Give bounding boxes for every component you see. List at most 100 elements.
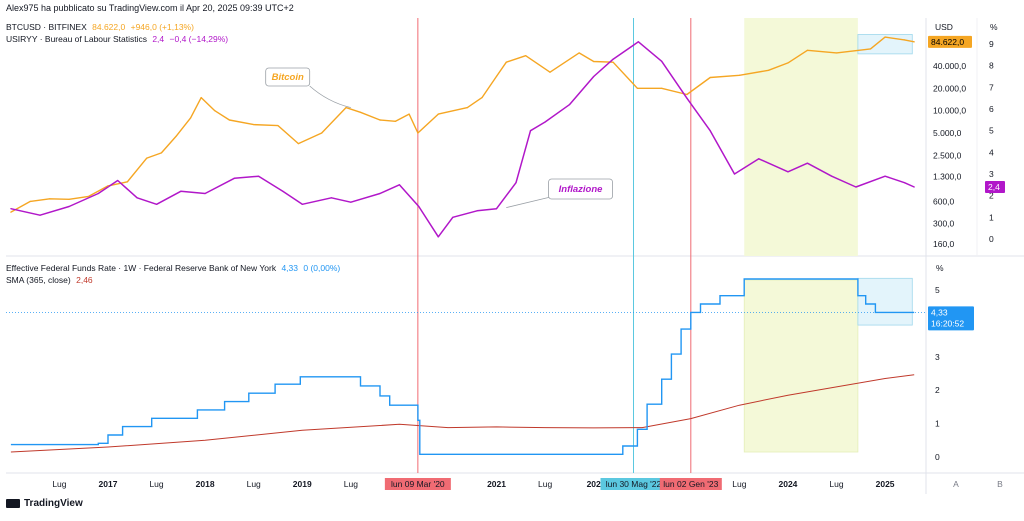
btc-point bbox=[738, 74, 740, 76]
btc-y-tick: 5.000,0 bbox=[933, 128, 962, 138]
cpi-y-tick: 7 bbox=[989, 82, 994, 92]
cpi-point bbox=[204, 192, 206, 195]
time-axis-label: Lug bbox=[732, 479, 746, 489]
sma-series-line bbox=[10, 374, 915, 453]
cpi-point bbox=[39, 214, 41, 216]
btc-point bbox=[107, 185, 109, 187]
cpi-point bbox=[233, 177, 235, 179]
btc-point bbox=[612, 61, 614, 63]
time-axis-label: Lug bbox=[52, 479, 66, 489]
cpi-point bbox=[68, 205, 70, 208]
cpi-point bbox=[612, 58, 614, 60]
cpi-y-tick: 0 bbox=[989, 234, 994, 244]
btc-point bbox=[175, 135, 177, 138]
btc-point bbox=[321, 132, 323, 134]
btc-point bbox=[869, 48, 872, 50]
legend-ffr-last: 4,33 bbox=[281, 263, 298, 273]
btc-point bbox=[146, 157, 148, 159]
btc-point bbox=[408, 113, 410, 115]
btc-point bbox=[200, 97, 202, 99]
cpi-point bbox=[301, 203, 303, 205]
btc-point bbox=[228, 119, 231, 121]
cpi-point bbox=[806, 162, 808, 164]
btc-point bbox=[126, 181, 129, 183]
btc-y-tick: 600,0 bbox=[933, 196, 955, 206]
tradingview-logo[interactable]: TradingView bbox=[6, 498, 83, 509]
ffr-y-tick: 3 bbox=[935, 352, 940, 362]
btc-y-tick: 300,0 bbox=[933, 219, 955, 229]
cpi-point bbox=[637, 41, 639, 43]
cpi-point bbox=[515, 182, 517, 184]
cpi-last-badge-bg bbox=[985, 181, 1005, 193]
inflation-callout-line bbox=[506, 196, 551, 208]
legend-sma-last: 2,46 bbox=[76, 275, 93, 285]
ffr-last-badge-bg bbox=[928, 306, 974, 331]
ffr-y-tick: 0 bbox=[935, 452, 940, 462]
ffr-series-line bbox=[10, 278, 915, 455]
legend-ffr-change: 0 (0,00%) bbox=[303, 263, 341, 273]
cpi-point bbox=[758, 158, 760, 160]
btc-point bbox=[481, 97, 483, 99]
log-scale-button[interactable]: B bbox=[997, 479, 1003, 489]
inflation-callout-label: Inflazione bbox=[559, 184, 604, 195]
btc-point bbox=[593, 60, 595, 63]
cpi-point bbox=[855, 186, 857, 188]
cpi-point bbox=[903, 182, 906, 184]
cpi-point bbox=[437, 236, 439, 238]
publisher-line: Alex975 ha pubblicato su TradingView.com… bbox=[6, 3, 294, 13]
cpi-point bbox=[733, 173, 736, 175]
bitcoin-callout-label: Bitcoin bbox=[272, 72, 304, 83]
cpi-point bbox=[884, 175, 886, 177]
ffr-countdown-badge: 16:20:52 bbox=[931, 318, 964, 328]
cpi-point bbox=[568, 104, 570, 106]
btc-point bbox=[806, 49, 808, 51]
cpi-point bbox=[787, 171, 789, 173]
cpi-point bbox=[136, 197, 138, 199]
btc-point bbox=[661, 87, 663, 89]
legend-cpi-change: −0,4 (−14,29%) bbox=[169, 34, 229, 44]
btc-point bbox=[686, 93, 688, 96]
cpi-point bbox=[117, 179, 119, 182]
cpi-point bbox=[379, 192, 381, 195]
btc-point bbox=[214, 110, 216, 112]
btc-point bbox=[160, 152, 163, 154]
time-axis-label: 2019 bbox=[293, 479, 312, 489]
event-tag-bg bbox=[384, 478, 451, 490]
ffr-range-box bbox=[857, 277, 913, 326]
time-axis-label: Lug bbox=[344, 479, 358, 489]
btc-point bbox=[189, 117, 192, 119]
cpi-point bbox=[398, 184, 401, 186]
time-axis-label: 2024 bbox=[778, 479, 797, 489]
ffr-y-tick: 2 bbox=[935, 385, 940, 395]
btc-last-badge: 84.622,0 bbox=[931, 37, 964, 47]
ffr-y-tick: 1 bbox=[935, 419, 940, 429]
btc-point bbox=[10, 211, 12, 213]
time-axis-label: Lug bbox=[247, 479, 261, 489]
time-axis-label: 2021 bbox=[487, 479, 506, 489]
cpi-point bbox=[282, 190, 284, 192]
cpi-point bbox=[97, 192, 99, 195]
bitcoin-callout-line bbox=[309, 85, 351, 109]
highlight-zone-bottom bbox=[743, 279, 859, 453]
ffr-y-tick: 5 bbox=[935, 285, 940, 295]
cpi-point bbox=[257, 175, 260, 177]
btc-point bbox=[505, 61, 507, 63]
cpi-point bbox=[593, 75, 595, 78]
legend-sma-symbol: SMA (365, close) bbox=[6, 275, 71, 285]
cpi-y-tick: 4 bbox=[989, 147, 994, 157]
btc-point bbox=[466, 107, 468, 109]
btc-point bbox=[29, 200, 31, 202]
cpi-y-tick: 1 bbox=[989, 212, 994, 222]
auto-scale-button[interactable]: A bbox=[953, 479, 959, 489]
time-axis-label: Lug bbox=[829, 479, 843, 489]
event-tag-bg bbox=[659, 478, 722, 490]
btc-point bbox=[277, 124, 279, 127]
inflation-callout-box bbox=[548, 178, 613, 200]
cpi-point bbox=[476, 210, 478, 212]
btc-point bbox=[767, 69, 770, 71]
btc-point bbox=[87, 195, 90, 198]
cpi-point bbox=[330, 197, 333, 199]
btc-point bbox=[709, 76, 711, 79]
cpi-y-tick: 3 bbox=[989, 169, 994, 179]
